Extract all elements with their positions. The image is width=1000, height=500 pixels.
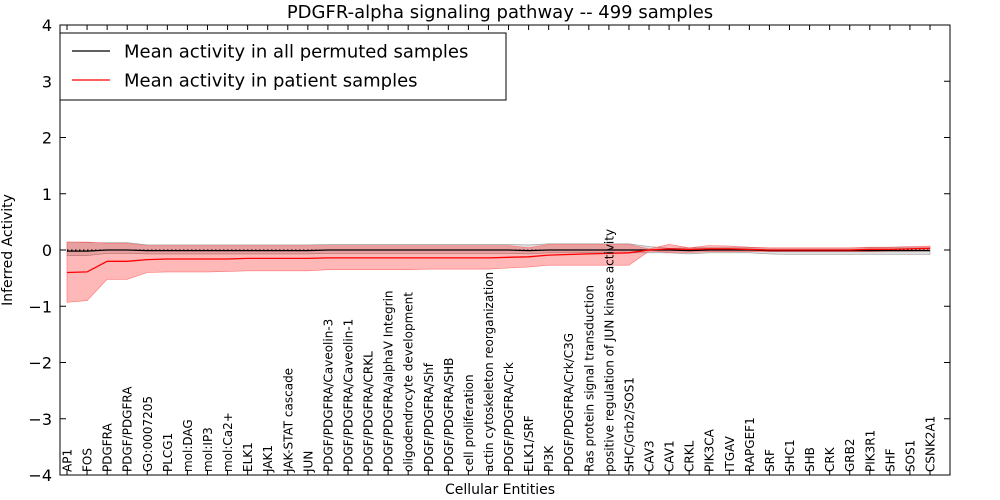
x-tick-label: SHB — [803, 447, 817, 472]
x-axis: AP1 FOS PDGFRA PDGF/PDGFRA GO:0007205 PLCG1 mo… — [61, 25, 938, 475]
x-tick-label: PLCG1 — [161, 433, 175, 472]
x-tick-label: PI3K — [542, 445, 556, 472]
x-tick-label: Ras protein signal transduction — [582, 285, 596, 472]
x-tick-label: PIK3R1 — [863, 430, 877, 472]
x-tick-label: CAV3 — [643, 440, 657, 472]
x-tick-label: CSNK2A1 — [924, 416, 938, 472]
x-tick-label: ITGAV — [723, 435, 737, 472]
y-tick-label: 2 — [42, 129, 52, 148]
y-tick-label: 0 — [42, 241, 52, 260]
x-tick-label: positive regulation of JUN kinase activi… — [602, 229, 616, 472]
x-tick-label: PDGF/PDGFRA/alphaV Integrin — [382, 290, 396, 472]
chart-title: PDGFR-alpha signaling pathway -- 499 sam… — [287, 2, 713, 23]
y-axis: −4 −3 −2 −1 0 1 2 3 4 — [28, 16, 950, 485]
x-tick-label: SRF — [763, 449, 777, 472]
x-tick-label: oligodendrocyte development — [402, 292, 416, 472]
x-tick-label: GRB2 — [843, 438, 857, 472]
x-tick-label: FOS — [81, 448, 95, 472]
line-patient — [66, 247, 931, 274]
x-axis-label: Cellular Entities — [445, 482, 555, 498]
x-tick-label: JUN — [301, 451, 315, 473]
x-tick-label: SHC1 — [783, 439, 797, 472]
x-tick-label: CRKL — [683, 440, 697, 472]
x-tick-label: JAK-STAT cascade — [281, 368, 295, 473]
x-tick-label: PDGF/PDGFRA/Crk/C3G — [562, 333, 576, 472]
legend-label-patient: Mean activity in patient samples — [124, 71, 418, 92]
x-tick-label: cell proliferation — [462, 374, 476, 472]
x-tick-label: SOS1 — [903, 440, 917, 472]
x-tick-label: CRK — [823, 446, 837, 472]
y-tick-label: −3 — [28, 410, 52, 429]
x-tick-label: ELK1/SRF — [522, 415, 536, 472]
y-tick-label: 1 — [42, 185, 52, 204]
x-tick-label: PDGF/PDGFRA — [121, 386, 135, 472]
x-tick-label: CAV1 — [663, 440, 677, 472]
legend-box — [59, 32, 507, 101]
y-tick-label: −2 — [28, 354, 52, 373]
series-lines — [66, 247, 931, 274]
x-tick-label: mol:DAG — [181, 419, 195, 472]
x-tick-label: PDGF/PDGFRA/Caveolin-1 — [342, 319, 356, 472]
x-tick-label: PDGF/PDGFRA/Caveolin-3 — [321, 319, 335, 472]
x-tick-label: PDGF/PDGFRA/Shf — [422, 362, 436, 472]
legend-label-permuted: Mean activity in all permuted samples — [124, 42, 468, 63]
x-tick-label: mol:Ca2+ — [221, 412, 235, 472]
x-tick-label: GO:0007205 — [141, 396, 155, 472]
x-tick-label: SHC/Grb2/SOS1 — [623, 377, 637, 472]
y-axis-label: Inferred Activity — [0, 194, 16, 306]
x-tick-label: actin cytoskeleton reorganization — [482, 272, 496, 472]
x-tick-label: PDGFRA — [101, 422, 115, 472]
x-tick-label: mol:IP3 — [201, 427, 215, 472]
y-tick-label: 3 — [42, 72, 52, 91]
y-tick-label: 4 — [42, 16, 52, 35]
plot-frame — [59, 24, 951, 476]
y-tick-label: −1 — [28, 297, 52, 316]
x-tick-label: PDGF/PDGFRA/CRKL — [362, 351, 376, 472]
x-tick-label: JAK1 — [261, 445, 275, 473]
x-tick-label: SHF — [883, 448, 897, 472]
x-tick-label: PDGF/PDGFRA/SHB — [442, 358, 456, 472]
legend: Mean activity in all permuted samples Me… — [59, 32, 507, 101]
x-tick-label: AP1 — [61, 449, 75, 472]
y-tick-label: −4 — [28, 466, 52, 485]
x-tick-label: RAPGEF1 — [743, 417, 757, 472]
x-tick-label: PIK3CA — [703, 428, 717, 472]
x-tick-label: ELK1 — [241, 442, 255, 472]
x-tick-label: PDGF/PDGFRA/Crk — [502, 362, 516, 472]
